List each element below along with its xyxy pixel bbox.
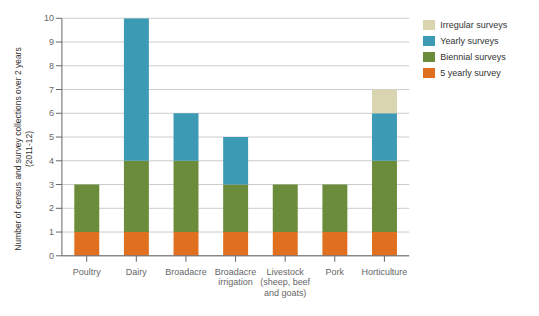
svg-text:0: 0: [49, 251, 54, 261]
svg-text:3: 3: [49, 180, 54, 190]
svg-text:Poultry: Poultry: [73, 267, 101, 277]
svg-text:7: 7: [49, 85, 54, 95]
svg-text:Pork: Pork: [326, 267, 345, 277]
html-text:Biennial surveys: Biennial surveys: [440, 52, 506, 62]
svg-text:10: 10: [44, 13, 54, 23]
svg-text:Broadacre: Broadacre: [165, 267, 206, 277]
svg-text:Livestock(sheep, beefand goats: Livestock(sheep, beefand goats): [260, 267, 310, 298]
svg-text:Broadacreirrigation: Broadacreirrigation: [215, 267, 256, 287]
svg-text:8: 8: [49, 61, 54, 71]
svg-text:(2011-12): (2011-12): [24, 131, 34, 167]
svg-text:Dairy: Dairy: [126, 267, 147, 277]
svg-text:Horticulture: Horticulture: [361, 267, 407, 277]
html-text:Yearly surveys: Yearly surveys: [440, 36, 499, 46]
svg-text:4: 4: [49, 156, 54, 166]
svg-text:Number of census and survey co: Number of census and survey collections …: [13, 47, 23, 250]
svg-text:5: 5: [49, 132, 54, 142]
svg-text:6: 6: [49, 108, 54, 118]
svg-text:1: 1: [49, 227, 54, 237]
html-text:Irregular surveys: Irregular surveys: [440, 20, 508, 30]
svg-text:2: 2: [49, 203, 54, 213]
html-text:5 yearly survey: 5 yearly survey: [440, 68, 501, 78]
svg-text:9: 9: [49, 37, 54, 47]
